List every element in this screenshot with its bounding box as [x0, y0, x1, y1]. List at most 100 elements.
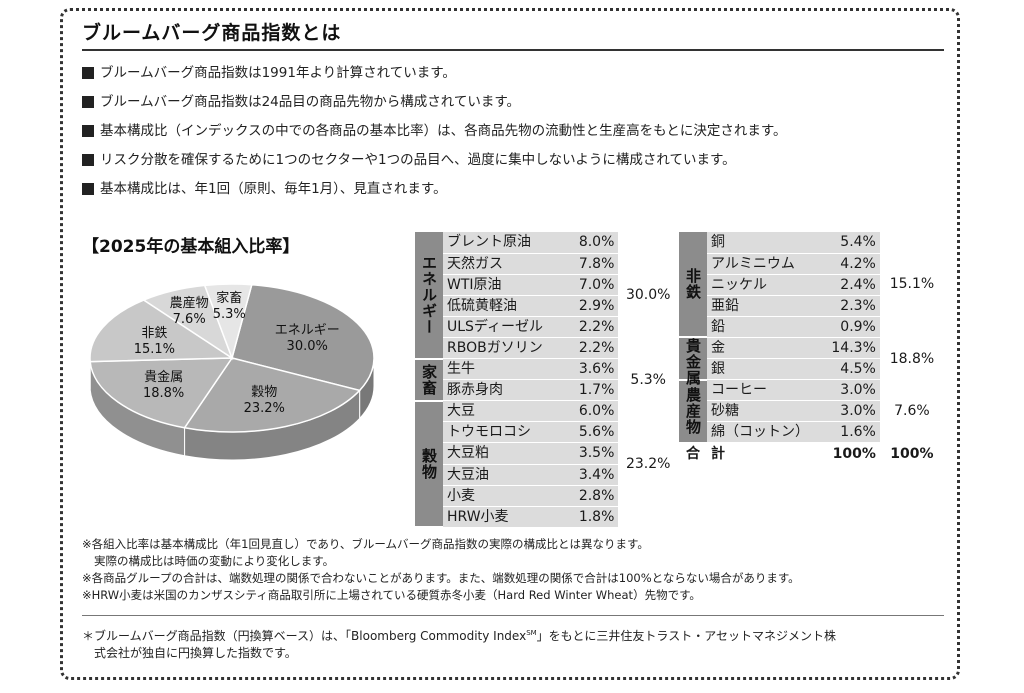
commodity-weight: 1.8% [566, 506, 619, 528]
commodity-weight: 2.8% [566, 485, 619, 507]
pie-slice-label: 非鉄 15.1% [134, 326, 175, 358]
commodity-weight: 7.0% [566, 274, 619, 296]
table-row: 大豆粕 3.5% [415, 442, 678, 465]
grand-total-label: 合 [679, 442, 707, 465]
table-row: 豚赤身肉 1.7% [415, 379, 678, 402]
commodity-name: 砂糖 [707, 400, 819, 423]
table-row: 低硫黄軽油 2.9% [415, 295, 678, 317]
category-cell: 非鉄 [679, 232, 707, 339]
commodity-weight: 3.4% [566, 464, 619, 486]
commodity-name: 低硫黄軽油 [443, 295, 567, 317]
content-frame [60, 8, 960, 680]
note-line: ※各組入比率は基本構成比（年1回見直し）であり、ブルームバーグ商品指数の実際の構… [82, 537, 649, 551]
commodity-weight: 3.0% [818, 379, 880, 402]
commodity-name: 銀 [707, 358, 819, 381]
table-row: 鉛 0.9% [679, 316, 944, 338]
square-bullet-icon [82, 154, 94, 166]
table-row: WTI原油 7.0% [415, 274, 678, 296]
category-cell: エネルギー [415, 232, 443, 360]
square-bullet-icon [82, 183, 94, 195]
pie-chart-title: 【2025年の基本組入比率】 [82, 237, 300, 257]
commodity-name: 豚赤身肉 [443, 379, 567, 402]
pie-slice-label: 穀物 23.2% [244, 385, 285, 417]
square-bullet-icon [82, 96, 94, 108]
pie-slice-label: 家畜 5.3% [213, 291, 246, 323]
category-total: 30.0% [618, 232, 678, 360]
commodity-name: 綿（コットン） [707, 421, 819, 444]
commodity-weight: 2.2% [566, 337, 619, 360]
grand-total-label: 計 [707, 442, 819, 465]
pie-slice-name: エネルギー [274, 323, 340, 339]
pie-slice-label: 貴金属 18.8% [143, 370, 184, 402]
category-total: 23.2% [618, 400, 678, 529]
pie-slice-name: 貴金属 [144, 370, 184, 386]
title-rule [82, 49, 944, 51]
commodity-weight: 7.8% [566, 253, 619, 275]
footnote-rule [82, 615, 944, 616]
pie-slice [183, 357, 362, 433]
commodity-weight: 2.2% [566, 316, 619, 338]
commodity-weight: 3.0% [818, 400, 880, 423]
category-cell: 貴金属 [679, 337, 707, 386]
commodity-name: トウモロコシ [443, 421, 567, 444]
pie-slice-name: 農産物 [169, 295, 209, 311]
commodity-name: 天然ガス [443, 253, 567, 275]
table-row: HRW小麦 1.8% [415, 506, 678, 528]
bullet-text: ブルームバーグ商品指数は1991年より計算されています。 [100, 65, 456, 81]
bullet-text: リスク分散を確保するために1つのセクターや1つの品目へ、過度に集中しないように構… [100, 152, 736, 168]
pie-slice-value: 18.8% [142, 386, 185, 402]
table-row: 貴金属金 14.3% 18.8% [679, 337, 944, 386]
pie-slice-name: 非鉄 [141, 325, 168, 341]
bullet-text: 基本構成比（インデックスの中での各商品の基本比率）は、各商品先物の流動性と生産高… [100, 123, 787, 139]
table-row: トウモロコシ 5.6% [415, 421, 678, 444]
pie-slice-name: 穀物 [251, 385, 278, 401]
commodity-weight: 3.5% [566, 442, 619, 465]
composition-table-left: エネルギー ブレント原油 8.0% 30.0% 天然ガス 7.8% WTI原油 7.0% 低硫黄… [415, 232, 678, 529]
table-row: 亜鉛 2.3% [679, 295, 944, 317]
table-row: 非鉄銅 5.4% 15.1% [679, 232, 944, 339]
commodity-name: 亜鉛 [707, 295, 819, 317]
table-row: ニッケル 2.4% [679, 274, 944, 296]
pie-slice [231, 283, 375, 392]
notes: ※各組入比率は基本構成比（年1回見直し）であり、ブルームバーグ商品指数の実際の構… [82, 536, 800, 604]
bullet-text: ブルームバーグ商品指数は24品目の商品先物から構成されています。 [100, 94, 521, 110]
page-title: ブルームバーグ商品指数とは [82, 22, 342, 44]
bullet-text: 基本構成比は、年1回（原則、毎年1月）、見直されます。 [100, 181, 447, 197]
table-row: 砂糖 3.0% [679, 400, 944, 423]
commodity-name: 大豆粕 [443, 442, 567, 465]
pie-slice [89, 299, 235, 363]
bullet-item: リスク分散を確保するために1つのセクターや1つの品目へ、過度に集中しないように構… [82, 149, 952, 178]
table-row: 家畜 生牛 3.6% 5.3% [415, 358, 678, 402]
table-row: RBOBガソリン 2.2% [415, 337, 678, 360]
table-row: ULSディーゼル 2.2% [415, 316, 678, 338]
commodity-name: 鉛 [707, 316, 819, 338]
square-bullet-icon [82, 125, 94, 137]
category-total: 15.1% [879, 232, 944, 339]
table-row: 小麦 2.8% [415, 485, 678, 507]
commodity-weight: 0.9% [818, 316, 880, 338]
bullet-list: ブルームバーグ商品指数は1991年より計算されています。 ブルームバーグ商品指数… [82, 62, 952, 207]
commodity-name: 生牛 [443, 358, 567, 381]
grand-total-weight: 100% [818, 442, 880, 465]
commodity-name: 銅 [707, 232, 819, 254]
category-cell: 家畜 [415, 358, 443, 402]
table-row: 綿（コットン） 1.6% [679, 421, 944, 444]
commodity-weight: 6.0% [566, 400, 619, 423]
commodity-name: RBOBガソリン [443, 337, 567, 360]
commodity-name: WTI原油 [443, 274, 567, 296]
commodity-weight: 2.9% [566, 295, 619, 317]
footnote: ＊ブルームバーグ商品指数（円換算ベース）は、「Bloomberg Commodi… [82, 625, 836, 662]
pie-slice-value: 30.0% [286, 339, 328, 355]
pie-chart: エネルギー 30.0% 穀物 23.2% 貴金属 18.8% 非鉄 15.1% 農産物 7.6% 家… [82, 270, 402, 510]
commodity-name: 大豆油 [443, 464, 567, 486]
commodity-name: ニッケル [707, 274, 819, 296]
commodity-name: 大豆 [443, 400, 567, 423]
commodity-name: コーヒー [707, 379, 819, 402]
commodity-weight: 3.6% [566, 358, 619, 381]
table-row: 天然ガス 7.8% [415, 253, 678, 275]
commodity-name: 小麦 [443, 485, 567, 507]
pie-slice-label: 農産物 7.6% [170, 296, 209, 328]
table-row: 銀 4.5% [679, 358, 944, 381]
commodity-name: HRW小麦 [443, 506, 567, 528]
pie-slice [203, 283, 253, 361]
